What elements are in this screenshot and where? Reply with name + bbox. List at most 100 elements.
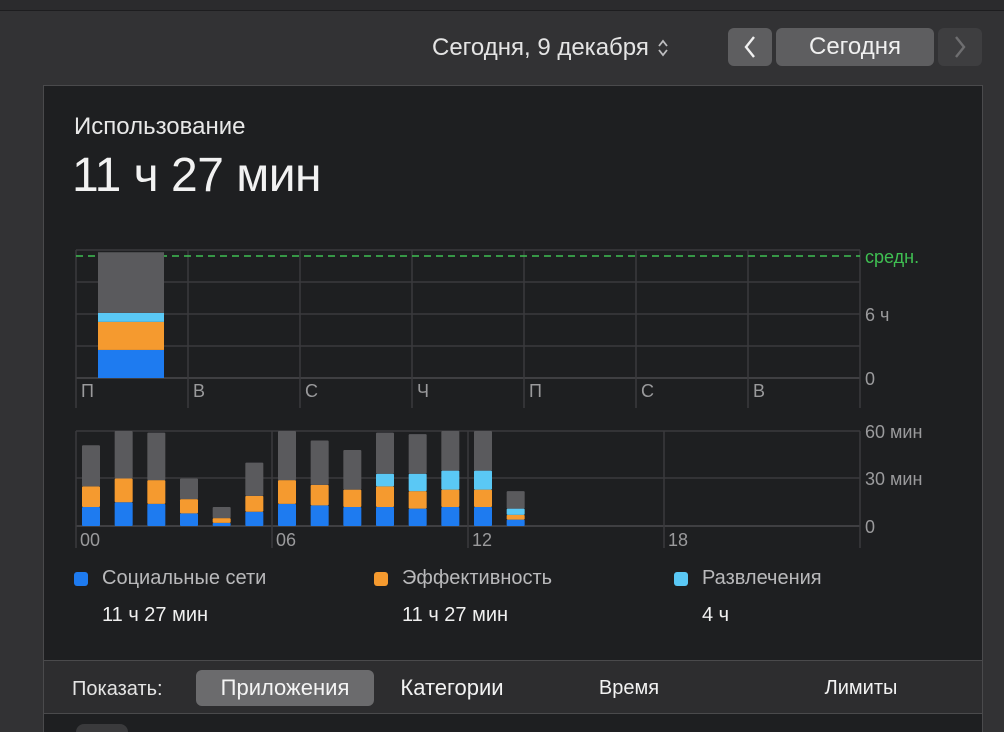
legend-swatch: [74, 571, 88, 586]
tab-limits[interactable]: Лимиты: [824, 676, 898, 699]
legend-swatch: [374, 571, 388, 586]
legend-label: Эффективность: [402, 567, 553, 589]
y-tick-label: 6 ч: [865, 305, 889, 325]
legend-label: Социальные сети: [102, 567, 267, 589]
bar-segment: [474, 431, 492, 471]
bar-segment: [245, 511, 264, 526]
bar-segment: [408, 434, 427, 474]
bar-segment: [474, 507, 492, 526]
bar-segment: [245, 495, 264, 512]
x-tick-label: 12: [472, 530, 492, 550]
bar-segment: [114, 478, 133, 503]
bar-segment: [343, 507, 362, 526]
bar-segment: [441, 470, 460, 490]
bar-segment: [310, 505, 329, 526]
date-selector[interactable]: Сегодня, 9 декабря: [432, 30, 669, 66]
x-tick-label: 18: [668, 530, 688, 550]
app-list: [43, 714, 983, 732]
next-day-button[interactable]: [938, 28, 982, 66]
x-tick-label: В: [753, 381, 765, 401]
bar-segment: [376, 473, 394, 487]
window-top-edge: [0, 0, 1004, 11]
x-tick-label: Ч: [417, 381, 429, 401]
tab-categories[interactable]: Категории: [400, 675, 504, 700]
bar-segment: [441, 489, 460, 507]
x-tick-label: С: [641, 381, 654, 401]
bar-segment: [180, 499, 198, 514]
legend-value: 11 ч 27 мин: [402, 604, 509, 626]
chevron-left-icon: [744, 36, 755, 58]
y-tick-label: 0: [865, 517, 875, 537]
today-button[interactable]: Сегодня: [776, 28, 934, 66]
x-tick-label: 00: [80, 530, 100, 550]
bar-segment: [506, 491, 525, 509]
bar-segment: [212, 518, 231, 523]
y-tick-label: 30 мин: [865, 469, 922, 489]
bar-segment: [114, 502, 133, 526]
bar-segment: [82, 445, 100, 487]
average-label: средн.: [865, 247, 919, 267]
legend-item: Социальные сети: [74, 567, 266, 590]
bar-segment: [278, 503, 296, 526]
legend-value: 4 ч: [702, 604, 730, 626]
bar-segment: [180, 513, 198, 526]
bar-segment: [212, 507, 231, 519]
show-label: Показать:: [72, 678, 163, 700]
tab-apps[interactable]: Приложения: [196, 670, 374, 706]
bar-segment: [343, 489, 362, 507]
y-tick-label: 60 мин: [865, 422, 922, 442]
x-tick-label: В: [193, 381, 205, 401]
bar-segment: [408, 508, 427, 526]
bar-segment: [506, 519, 525, 526]
tab-time[interactable]: Время: [598, 676, 660, 699]
legend-item: Эффективность: [374, 567, 552, 590]
date-label: Сегодня, 9 декабря: [432, 34, 649, 61]
weekly-usage-chart: средн. 6 ч 0 П В С Ч П С В: [75, 247, 919, 408]
previous-day-button[interactable]: [728, 28, 772, 66]
bar-segment: [474, 470, 492, 490]
x-tick-label: П: [529, 381, 542, 401]
bar-segment: [245, 462, 264, 496]
legend-swatch: [674, 571, 688, 586]
legend-value: 11 ч 27 мин: [102, 604, 209, 626]
bar-segment: [408, 491, 427, 509]
bar-segment: [310, 440, 329, 485]
bar-segment: [343, 450, 362, 490]
bar-segment: [376, 432, 394, 474]
chevron-updown-icon: [657, 37, 669, 59]
bar-segment: [98, 349, 164, 378]
x-tick-label: 06: [276, 530, 296, 550]
bar-segment: [376, 486, 394, 507]
bar-segment: [82, 486, 100, 507]
bar-segment: [278, 431, 296, 481]
chevron-right-icon: [955, 36, 966, 58]
bar-segment: [506, 508, 525, 515]
bar-segment: [408, 473, 427, 492]
bar-segment: [98, 321, 164, 350]
x-tick-label: С: [305, 381, 318, 401]
bar-segment: [474, 489, 492, 507]
bar-segment: [147, 480, 166, 504]
bar-segment: [180, 478, 198, 500]
bar-segment: [506, 514, 525, 520]
bar-segment: [278, 480, 296, 504]
bar-segment: [147, 503, 166, 526]
bar-segment: [441, 431, 460, 471]
bar-segment: [114, 431, 133, 479]
usage-panel: [43, 85, 983, 660]
bar-segment: [310, 484, 329, 506]
y-tick-label: 0: [865, 369, 875, 389]
legend-label: Развлечения: [702, 567, 822, 589]
app-icon[interactable]: [76, 724, 128, 732]
bar-segment: [441, 507, 460, 526]
bar-segment: [98, 312, 164, 322]
bar-segment: [376, 507, 394, 526]
bar-segment: [212, 522, 231, 526]
x-tick-label: П: [81, 381, 94, 401]
bar-segment: [98, 252, 164, 313]
bar-segment: [82, 507, 100, 526]
usage-total: 11 ч 27 мин: [72, 149, 322, 202]
legend-item: Развлечения: [674, 567, 822, 590]
bar-segment: [147, 432, 166, 481]
